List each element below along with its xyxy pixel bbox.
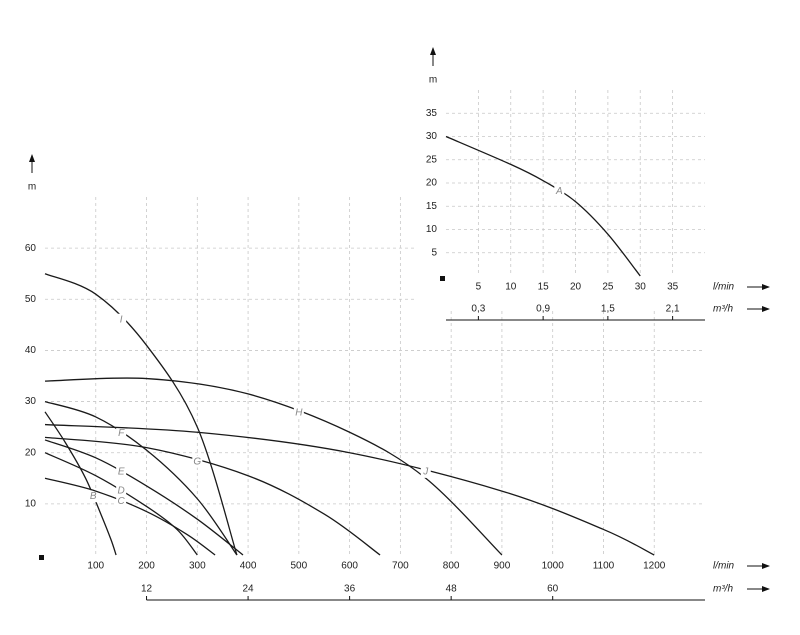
x2-tick-label: 0,3	[471, 304, 485, 315]
y-tick-label: 50	[25, 294, 37, 305]
curve-label-bg	[420, 465, 431, 478]
x-tick-label: 400	[240, 561, 257, 572]
x-tick-label: 600	[341, 561, 358, 572]
x-tick-label: 1000	[542, 561, 565, 572]
curve	[44, 436, 381, 556]
inset-background	[416, 45, 770, 311]
y-tick-label: 15	[426, 201, 438, 212]
curve-label-bg	[88, 490, 99, 503]
y-tick-label: 40	[25, 345, 37, 356]
origin-marker	[39, 555, 44, 560]
curve-label-bg	[116, 495, 127, 508]
y-axis-label: m	[429, 75, 437, 86]
curve-label-bg	[293, 407, 304, 420]
curve-label: H	[295, 408, 303, 419]
curve-label: C	[118, 496, 126, 507]
curve-label: B	[90, 491, 97, 502]
y-tick-label: 20	[25, 447, 37, 458]
x-tick-label: 5	[476, 282, 482, 293]
curve	[44, 411, 117, 556]
x-tick-label: 35	[667, 282, 679, 293]
x2-tick-label: 48	[446, 584, 458, 595]
x-tick-label: 200	[138, 561, 155, 572]
y-tick-label: 5	[431, 247, 437, 258]
x-tick-label: 30	[635, 282, 647, 293]
curve-label: D	[118, 486, 125, 497]
curve	[44, 423, 655, 556]
curve	[44, 273, 238, 556]
x2-tick-label: 60	[547, 584, 559, 595]
x2-tick-label: 36	[344, 584, 356, 595]
x2-tick-label: 24	[243, 584, 255, 595]
origin-marker	[440, 276, 445, 281]
x-axis-label: l/min	[713, 282, 735, 293]
curve-label: I	[120, 314, 123, 325]
curve	[44, 452, 198, 556]
x2-tick-label: 2,1	[666, 304, 680, 315]
curve-label-bg	[554, 185, 565, 198]
curve-label-bg	[116, 313, 127, 326]
x-tick-label: 700	[392, 561, 409, 572]
y-tick-label: 20	[426, 178, 438, 189]
y-axis-label: m	[28, 182, 36, 193]
x-tick-label: 300	[189, 561, 206, 572]
x2-tick-label: 1,5	[601, 304, 615, 315]
curve	[44, 439, 244, 556]
curve-label: J	[422, 467, 429, 478]
curve	[44, 400, 238, 556]
x-tick-label: 1200	[643, 561, 666, 572]
y-tick-label: 10	[25, 498, 37, 509]
x2-axis-label: m³/h	[713, 584, 733, 595]
y-tick-label: 60	[25, 243, 37, 254]
curve-label: A	[555, 186, 563, 197]
curve-label: G	[193, 456, 201, 467]
x-tick-label: 800	[443, 561, 460, 572]
x-tick-label: 20	[570, 282, 582, 293]
curve-label-bg	[116, 485, 127, 498]
y-tick-label: 30	[25, 396, 37, 407]
y-tick-label: 35	[426, 108, 438, 119]
y-tick-label: 10	[426, 224, 438, 235]
y-tick-label: 30	[426, 131, 438, 142]
x-tick-label: 15	[538, 282, 550, 293]
x2-tick-label: 0,9	[536, 304, 550, 315]
curve-label: E	[118, 467, 125, 478]
y-tick-label: 25	[426, 154, 438, 165]
curve-label-bg	[192, 455, 203, 468]
x2-axis-label: m³/h	[713, 304, 733, 315]
x-tick-label: 500	[291, 561, 308, 572]
curve-label-bg	[116, 465, 127, 478]
x-tick-label: 10	[505, 282, 517, 293]
x-tick-label: 100	[87, 561, 104, 572]
x-tick-label: 25	[602, 282, 614, 293]
x2-tick-label: 12	[141, 584, 153, 595]
x-tick-label: 1100	[593, 561, 615, 572]
curve-label-bg	[116, 427, 127, 440]
x-axis-label: l/min	[713, 561, 735, 572]
curve	[44, 477, 216, 556]
x-tick-label: 900	[494, 561, 511, 572]
curve-label: F	[118, 428, 125, 439]
